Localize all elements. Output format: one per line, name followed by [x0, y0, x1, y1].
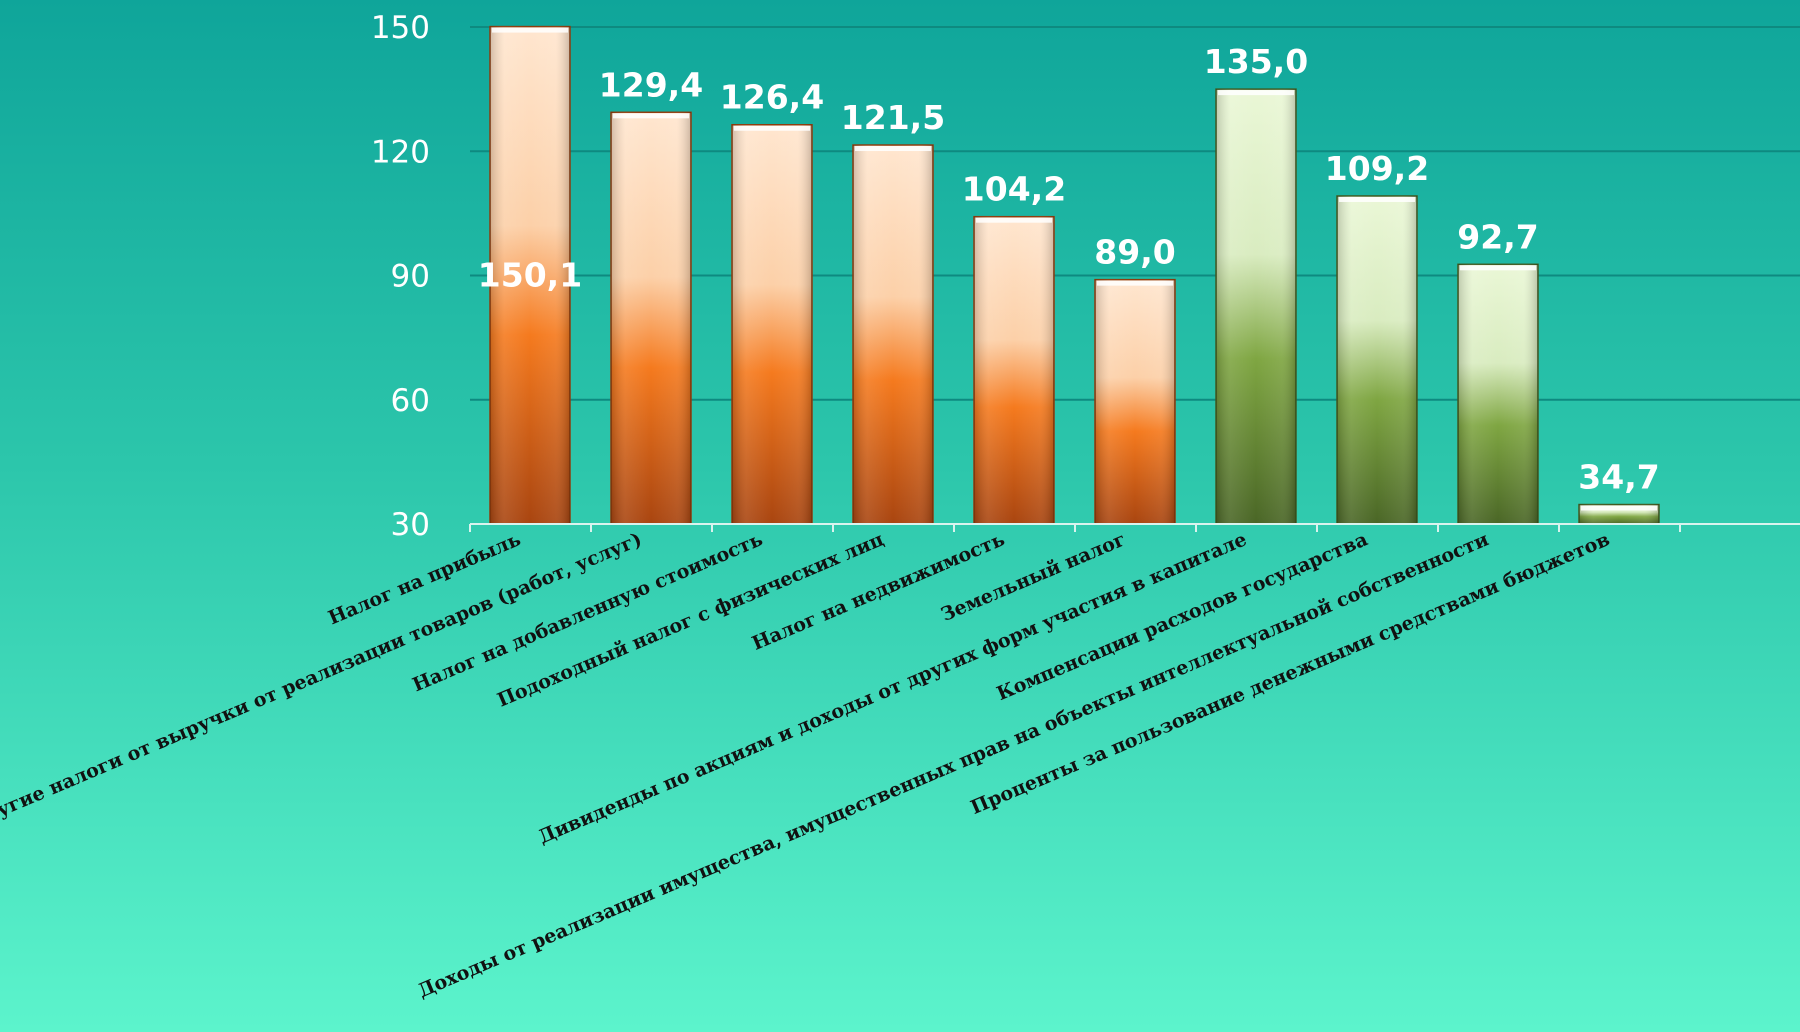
bar-cap-1: [492, 27, 568, 33]
data-label-9: 92,7: [1457, 217, 1538, 256]
bar-cap-5: [976, 217, 1052, 223]
data-label-2: 129,4: [599, 65, 703, 104]
data-labels: 150,1 129,4 126,4 121,5 104,2 89,0 135,0 109,2 9…: [478, 42, 1660, 496]
bar-cap-2: [613, 113, 689, 119]
bar-cap-10: [1581, 505, 1657, 511]
y-tick-label-90: 90: [391, 259, 430, 295]
y-tick-label-150: 150: [371, 10, 430, 46]
bar-shine-7: [1216, 89, 1296, 524]
y-tick-label-120: 120: [371, 134, 430, 170]
data-label-10: 34,7: [1578, 458, 1659, 497]
bar-shine-8: [1337, 195, 1417, 525]
bars: [489, 25, 1660, 525]
bar-cap-8: [1339, 196, 1415, 202]
y-tick-labels: 30 60 90 120 150: [371, 10, 430, 543]
bar-cap-6: [1097, 280, 1173, 286]
bar-shine-2: [611, 112, 691, 525]
bar-shine-3: [732, 124, 812, 524]
data-label-3: 126,4: [720, 78, 824, 117]
data-label-6: 89,0: [1094, 233, 1175, 272]
bar-cap-3: [734, 125, 810, 131]
bar-shine-9: [1458, 264, 1538, 524]
data-label-1: 150,1: [478, 256, 582, 295]
x-axis: [469, 523, 1800, 532]
bar-shine-5: [974, 216, 1054, 524]
category-label-1: Налог на прибыль: [325, 528, 524, 629]
bar-shine-4: [853, 145, 933, 524]
bar-cap-9: [1460, 265, 1536, 271]
bar-shine-1: [490, 26, 570, 524]
bar-cap-7: [1218, 90, 1294, 96]
data-label-4: 121,5: [841, 98, 945, 137]
data-label-8: 109,2: [1325, 149, 1429, 188]
y-tick-label-30: 30: [391, 507, 430, 543]
data-label-5: 104,2: [962, 170, 1066, 209]
bar-cap-4: [855, 146, 931, 152]
bar-shine-6: [1095, 279, 1175, 524]
y-tick-label-60: 60: [391, 383, 430, 419]
data-label-7: 135,0: [1204, 42, 1308, 81]
